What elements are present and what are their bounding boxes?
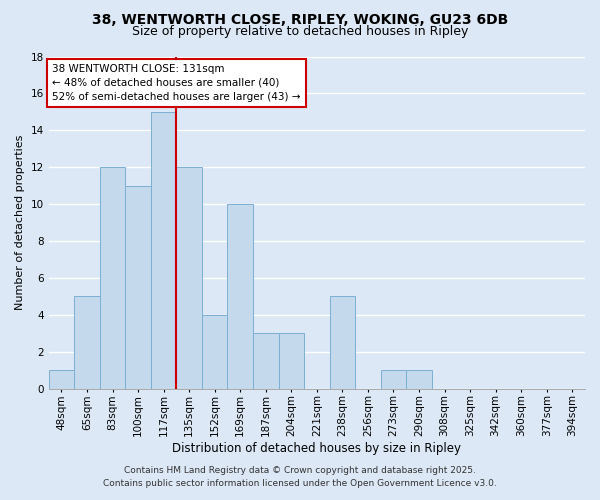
Bar (227, 204, 253, 389)
Bar (380, 370, 406, 389)
Text: 38, WENTWORTH CLOSE, RIPLEY, WOKING, GU23 6DB: 38, WENTWORTH CLOSE, RIPLEY, WOKING, GU2… (92, 12, 508, 26)
Bar (100, 168, 125, 389)
Bar (176, 168, 202, 389)
Text: 38 WENTWORTH CLOSE: 131sqm
← 48% of detached houses are smaller (40)
52% of semi: 38 WENTWORTH CLOSE: 131sqm ← 48% of deta… (52, 64, 301, 102)
Y-axis label: Number of detached properties: Number of detached properties (15, 135, 25, 310)
Bar (74, 296, 100, 389)
X-axis label: Distribution of detached houses by size in Ripley: Distribution of detached houses by size … (172, 442, 461, 455)
Bar (329, 296, 355, 389)
Text: Contains HM Land Registry data © Crown copyright and database right 2025.
Contai: Contains HM Land Registry data © Crown c… (103, 466, 497, 487)
Text: Size of property relative to detached houses in Ripley: Size of property relative to detached ho… (132, 25, 468, 38)
Bar (253, 334, 278, 389)
Bar (125, 186, 151, 389)
Bar (278, 334, 304, 389)
Bar (151, 112, 176, 389)
Bar (406, 370, 432, 389)
Bar (202, 315, 227, 389)
Bar (49, 370, 74, 389)
